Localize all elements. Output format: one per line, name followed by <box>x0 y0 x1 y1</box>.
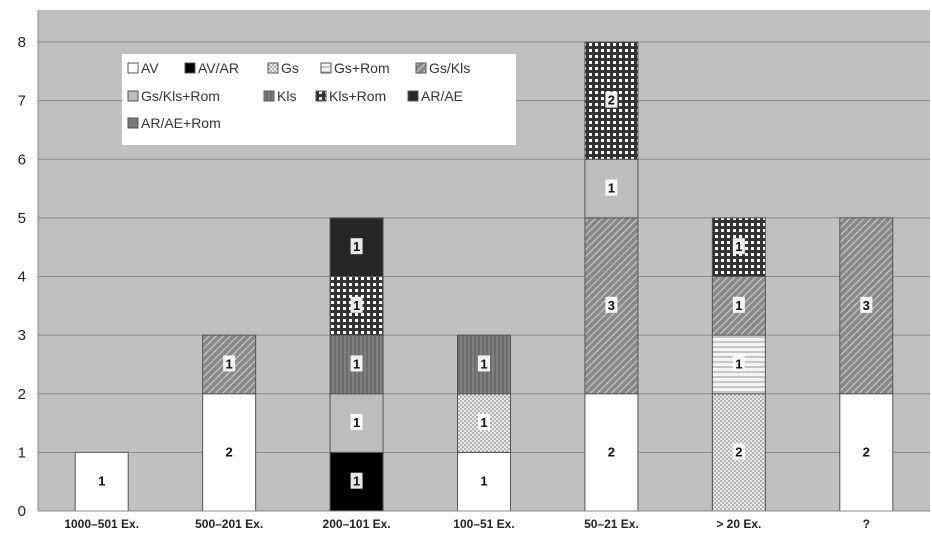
legend-label: AV <box>141 60 159 76</box>
data-label-bg <box>605 91 618 108</box>
legend-swatch <box>127 117 139 129</box>
x-tick-label: 100–51 Ex. <box>453 517 514 531</box>
data-label: 1 <box>353 415 360 430</box>
data-label-bg <box>350 472 363 489</box>
legend-label: AR/AE+Rom <box>141 115 221 131</box>
data-label: 1 <box>480 474 487 489</box>
x-tick-label: 500–201 Ex. <box>195 517 263 531</box>
data-label-bg <box>350 355 363 372</box>
data-label: 1 <box>353 239 360 254</box>
data-label-bg <box>350 414 363 431</box>
x-axis-labels: 1000–501 Ex. 500–201 Ex. 200–101 Ex. 100–51… <box>64 517 870 531</box>
x-tick-label: ? <box>863 517 870 531</box>
data-label-bg <box>223 443 236 460</box>
data-label: 1 <box>353 356 360 371</box>
x-tick-label: 200–101 Ex. <box>323 517 391 531</box>
y-tick-label: 2 <box>18 386 26 403</box>
y-tick-label: 5 <box>18 210 26 227</box>
y-tick-label: 0 <box>18 503 26 520</box>
data-label: 1 <box>480 415 487 430</box>
data-label-bg <box>732 355 745 372</box>
legend-label: AV/AR <box>198 60 239 76</box>
data-label-bg <box>732 238 745 255</box>
data-label-bg <box>223 355 236 372</box>
legend-swatch <box>184 62 196 74</box>
legend-label: Gs <box>281 60 299 76</box>
legend-swatch <box>263 90 275 102</box>
data-label-bg <box>95 472 108 489</box>
legend-swatch <box>407 90 419 102</box>
legend-label: Kls <box>277 88 296 104</box>
y-tick-label: 6 <box>18 151 26 168</box>
data-label: 1 <box>735 239 742 254</box>
x-tick-label: > 20 Ex. <box>716 517 761 531</box>
data-label-bg <box>350 238 363 255</box>
y-axis-ticks: 0 1 2 3 4 5 6 7 8 <box>18 34 26 520</box>
x-tick-label: 1000–501 Ex. <box>64 517 139 531</box>
legend-swatch <box>267 62 279 74</box>
data-label-bg <box>605 296 618 313</box>
data-label-bg <box>605 443 618 460</box>
y-tick-label: 3 <box>18 327 26 344</box>
data-label-bg <box>860 443 873 460</box>
data-label: 2 <box>226 444 233 459</box>
data-label: 2 <box>608 93 615 108</box>
data-label: 1 <box>98 474 105 489</box>
data-label: 1 <box>608 181 615 196</box>
data-label: 2 <box>863 444 870 459</box>
data-label: 2 <box>608 444 615 459</box>
data-label-bg <box>350 296 363 313</box>
data-label: 3 <box>863 298 870 313</box>
data-label-bg <box>478 355 490 372</box>
data-label: 1 <box>480 356 487 371</box>
legend-swatch <box>127 90 139 102</box>
legend-label: Gs/Kls <box>429 60 470 76</box>
legend-label: Gs+Rom <box>334 60 390 76</box>
legend: AV AV/AR Gs Gs+Rom Gs/Kls Gs/Kls+Rom Kls Kls+Ro… <box>122 54 516 145</box>
data-label: 1 <box>735 356 742 371</box>
data-label-bg <box>478 472 490 489</box>
legend-swatch <box>320 62 332 74</box>
data-label: 1 <box>735 298 742 313</box>
data-label: 2 <box>735 444 742 459</box>
data-label: 3 <box>608 298 615 313</box>
y-tick-label: 7 <box>18 93 26 110</box>
bars: 1 2 1 1 1 1 1 1 1 1 1 2 3 1 2 2 1 1 1 2 3 <box>74 41 894 512</box>
legend-label: Kls+Rom <box>329 88 386 104</box>
x-tick-label: 50–21 Ex. <box>584 517 639 531</box>
legend-swatch <box>127 62 139 74</box>
data-label: 1 <box>353 474 360 489</box>
data-label-bg <box>860 296 873 313</box>
data-label-bg <box>605 179 618 196</box>
y-tick-label: 4 <box>18 269 26 286</box>
data-label: 1 <box>226 356 233 371</box>
data-label-bg <box>732 443 745 460</box>
data-label: 1 <box>353 298 360 313</box>
legend-swatch <box>315 90 327 102</box>
data-label-bg <box>732 296 745 313</box>
y-tick-label: 1 <box>18 444 26 461</box>
y-tick-label: 8 <box>18 34 26 51</box>
legend-swatch <box>415 62 427 74</box>
data-label-bg <box>478 414 490 431</box>
legend-label: Gs/Kls+Rom <box>141 88 220 104</box>
legend-label: AR/AE <box>421 88 463 104</box>
